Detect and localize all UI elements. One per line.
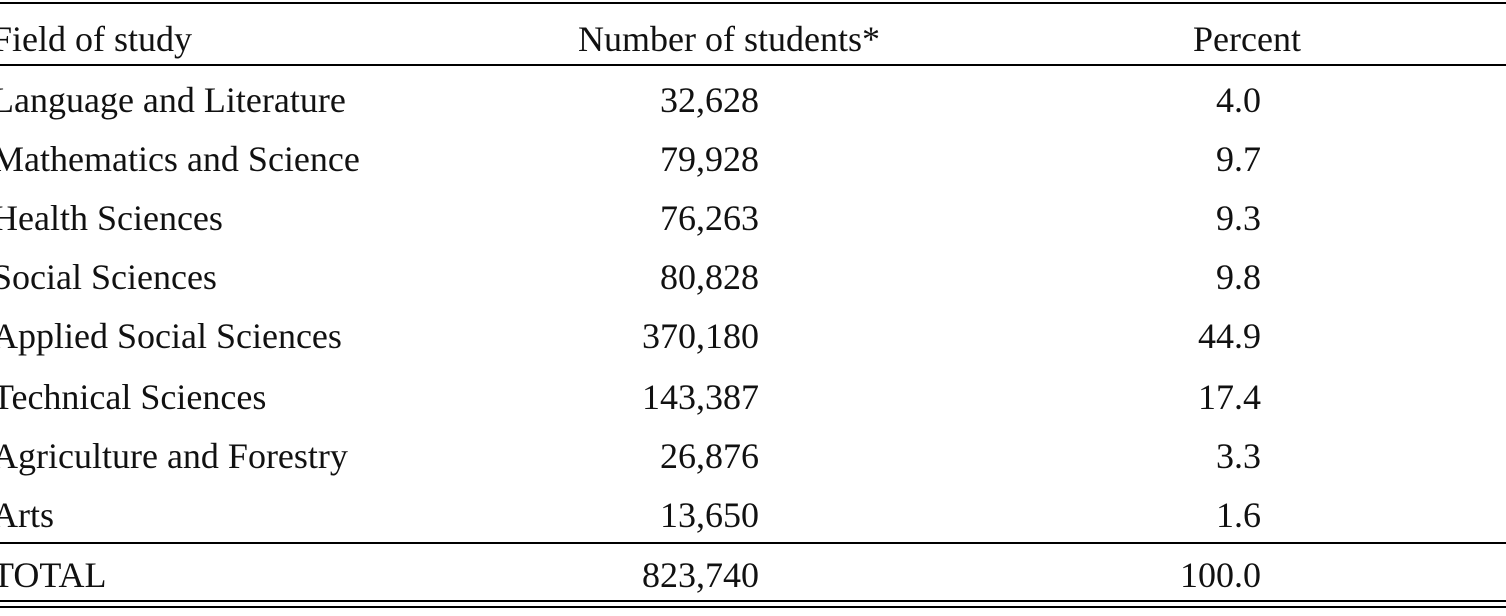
total-percent: 100.0: [1180, 555, 1261, 595]
row-number: 26,876: [660, 436, 759, 476]
header-number: Number of students*: [578, 19, 880, 59]
row-percent: 1.6: [1216, 495, 1261, 535]
row-field: Agriculture and Forestry: [0, 436, 348, 476]
table-row: Health Sciences 76,263 9.3: [0, 188, 1506, 248]
top-rule: [0, 2, 1506, 4]
total-number: 823,740: [642, 555, 759, 595]
row-field: Arts: [0, 495, 54, 535]
row-field: Social Sciences: [0, 257, 217, 297]
row-number: 370,180: [642, 316, 759, 356]
header-row: Field of study Number of students* Perce…: [0, 9, 1506, 69]
header-percent: Percent: [1193, 19, 1301, 59]
row-field: Language and Literature: [0, 80, 346, 120]
row-number: 143,387: [642, 377, 759, 417]
row-field: Technical Sciences: [0, 377, 267, 417]
table-row: Agriculture and Forestry 26,876 3.3: [0, 426, 1506, 486]
header-rule: [0, 64, 1506, 66]
total-label: TOTAL: [0, 555, 107, 595]
bottom-rule: [0, 600, 1506, 602]
row-field: Applied Social Sciences: [0, 316, 342, 356]
row-number: 79,928: [660, 139, 759, 179]
total-rule: [0, 542, 1506, 544]
row-number: 13,650: [660, 495, 759, 535]
row-percent: 4.0: [1216, 80, 1261, 120]
header-field: Field of study: [0, 19, 193, 59]
row-number: 80,828: [660, 257, 759, 297]
row-number: 76,263: [660, 198, 759, 238]
table-row: Applied Social Sciences 370,180 44.9: [0, 306, 1506, 366]
row-number: 32,628: [660, 80, 759, 120]
row-field: Health Sciences: [0, 198, 223, 238]
row-percent: 17.4: [1198, 377, 1261, 417]
row-percent: 9.7: [1216, 139, 1261, 179]
row-field: Mathematics and Science: [0, 139, 360, 179]
table-row: Mathematics and Science 79,928 9.7: [0, 129, 1506, 189]
row-percent: 9.8: [1216, 257, 1261, 297]
row-percent: 9.3: [1216, 198, 1261, 238]
table-row: Social Sciences 80,828 9.8: [0, 247, 1506, 307]
table-row: Arts 13,650 1.6: [0, 485, 1506, 545]
row-percent: 3.3: [1216, 436, 1261, 476]
total-row: TOTAL 823,740 100.0: [0, 545, 1506, 605]
table-row: Language and Literature 32,628 4.0: [0, 70, 1506, 130]
table-row: Technical Sciences 143,387 17.4: [0, 367, 1506, 427]
row-percent: 44.9: [1198, 316, 1261, 356]
bottom-rule-double: [0, 606, 1506, 608]
